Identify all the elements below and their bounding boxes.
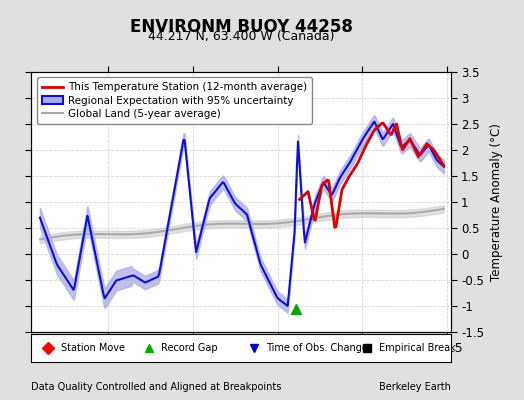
Text: Station Move: Station Move — [61, 343, 125, 353]
Text: ENVIRONM BUOY 44258: ENVIRONM BUOY 44258 — [129, 18, 353, 36]
Text: 44.217 N, 63.400 W (Canada): 44.217 N, 63.400 W (Canada) — [148, 30, 334, 43]
Legend: This Temperature Station (12-month average), Regional Expectation with 95% uncer: This Temperature Station (12-month avera… — [37, 77, 312, 124]
Y-axis label: Temperature Anomaly (°C): Temperature Anomaly (°C) — [489, 123, 503, 281]
Text: Record Gap: Record Gap — [161, 343, 218, 353]
Text: Berkeley Earth: Berkeley Earth — [379, 382, 451, 392]
Text: Time of Obs. Change: Time of Obs. Change — [266, 343, 368, 353]
Text: Empirical Break: Empirical Break — [379, 343, 456, 353]
Text: Data Quality Controlled and Aligned at Breakpoints: Data Quality Controlled and Aligned at B… — [31, 382, 282, 392]
